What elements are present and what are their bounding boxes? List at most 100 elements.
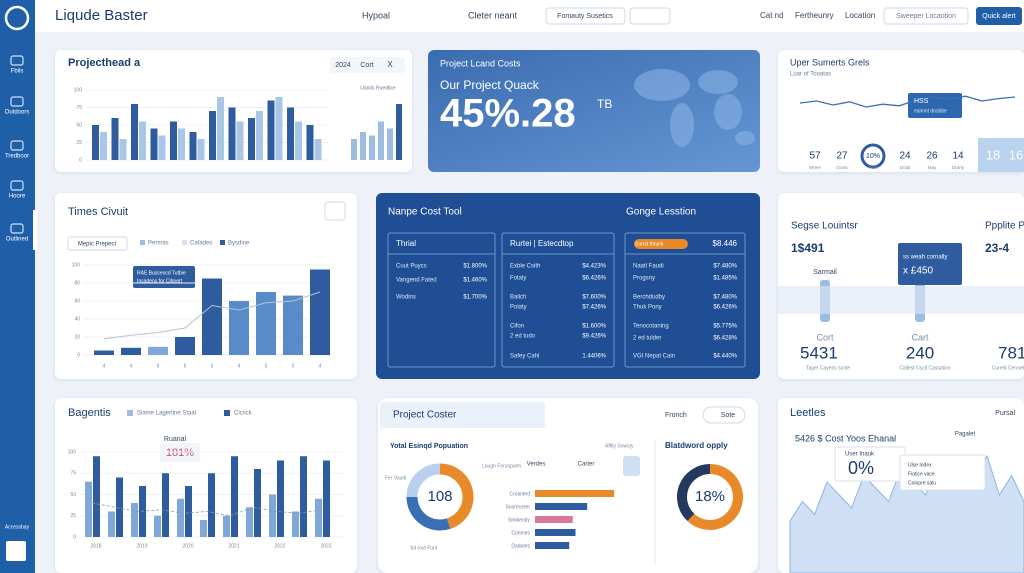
bar bbox=[535, 503, 588, 510]
x-tick-label: 2019 bbox=[136, 543, 147, 549]
row-label: Balich bbox=[510, 295, 526, 301]
stat-label: Fust bbox=[869, 165, 879, 170]
bar bbox=[295, 121, 302, 160]
tooltip-text: x £450 bbox=[903, 266, 933, 277]
bar bbox=[111, 118, 119, 160]
legend-swatch bbox=[220, 240, 225, 245]
bar bbox=[175, 337, 195, 355]
button[interactable] bbox=[67, 236, 128, 251]
card-title: Uper Sumerts Grels bbox=[790, 57, 870, 67]
nav-item: Hoore bbox=[9, 194, 26, 200]
bar bbox=[246, 507, 253, 537]
select[interactable] bbox=[702, 406, 746, 424]
line-series bbox=[103, 291, 321, 340]
row-value: $1.460% bbox=[463, 278, 487, 284]
bar bbox=[150, 128, 158, 160]
row-value: $7.480% bbox=[713, 264, 737, 270]
tooltip-text: Ulse Index bbox=[908, 462, 932, 468]
tooltip-text: Fiatice vace bbox=[908, 471, 935, 477]
header-bar bbox=[0, 0, 1024, 32]
bar bbox=[396, 104, 402, 160]
toolbar-buttons[interactable] bbox=[629, 7, 671, 25]
y-tick-label: 100 bbox=[68, 449, 77, 455]
highlight-pill bbox=[634, 239, 688, 249]
tile-value: 18 bbox=[986, 147, 1000, 162]
bar bbox=[85, 481, 92, 537]
tile-value: 16 bbox=[1009, 147, 1023, 162]
bar bbox=[236, 121, 244, 160]
amount: 23-4 bbox=[985, 241, 1009, 255]
row-value: $4.440% bbox=[713, 354, 737, 360]
donut-segment bbox=[439, 463, 474, 529]
nav-item: Outlined bbox=[6, 237, 28, 243]
tooltip-text: ss weah cornally bbox=[903, 255, 947, 261]
subtitle: 5426 $ Cost Yoos Ehanal bbox=[795, 433, 896, 443]
nav-icon[interactable] bbox=[10, 55, 24, 66]
dropdown-label: Fomauty Susetics bbox=[557, 13, 613, 20]
x-tick-label: 5 bbox=[265, 363, 268, 369]
bar-label: Coranted bbox=[509, 491, 530, 497]
stat-value: 10% bbox=[866, 153, 880, 160]
unit: TB bbox=[597, 97, 612, 111]
dropdown[interactable] bbox=[545, 7, 626, 25]
row-value: $1.700% bbox=[463, 295, 487, 301]
row-value: $1.485% bbox=[713, 276, 737, 282]
bar bbox=[535, 490, 615, 497]
row-value: $7.480% bbox=[713, 295, 737, 301]
x-tick-label: 2020 bbox=[182, 543, 193, 549]
tooltip-value: 0% bbox=[848, 458, 874, 478]
bar-label: Sosrecerer bbox=[506, 504, 531, 510]
alert-button[interactable] bbox=[976, 7, 1022, 25]
nav-icon[interactable] bbox=[10, 96, 24, 107]
card-title: Nanpe Cost Tool bbox=[388, 207, 462, 218]
legend-swatch bbox=[182, 240, 187, 245]
row-value: $5.775% bbox=[713, 324, 737, 330]
user-icon[interactable] bbox=[6, 541, 26, 561]
x-tick-label: 2018 bbox=[90, 543, 101, 549]
x-tick-label: 2023 bbox=[320, 543, 331, 549]
row-value: $4.423% bbox=[582, 264, 606, 270]
row-label: Vangend Fated bbox=[396, 278, 437, 284]
amount: 1$491 bbox=[791, 241, 825, 255]
note: Cureld Cerroelle bbox=[992, 365, 1024, 371]
nav-icon[interactable] bbox=[10, 180, 24, 191]
annotation: Fer Vaudi bbox=[385, 475, 406, 481]
nav-active bbox=[33, 210, 37, 250]
bar bbox=[92, 125, 99, 160]
tooltip-text: eaimnt dosbbe bbox=[914, 108, 947, 114]
sidebar-icons bbox=[6, 55, 26, 561]
nav-link: Cleter neant bbox=[468, 10, 518, 20]
bar bbox=[202, 278, 222, 355]
search-box[interactable] bbox=[883, 7, 969, 25]
tab-bar[interactable] bbox=[330, 57, 405, 73]
x-tick-label: 4 bbox=[319, 363, 322, 369]
x-tick-label: 4 bbox=[130, 363, 133, 369]
row-value: $6.428% bbox=[713, 336, 737, 342]
bar bbox=[116, 477, 123, 537]
y-tick-label: 25 bbox=[76, 140, 82, 146]
title-box bbox=[380, 402, 545, 428]
donut-segment bbox=[687, 464, 743, 530]
y-tick-label: 0 bbox=[79, 157, 82, 163]
label: Cart bbox=[911, 332, 929, 342]
home-button[interactable] bbox=[324, 201, 346, 221]
nav-link: Hypoal bbox=[362, 10, 390, 20]
legend-swatch bbox=[140, 240, 145, 245]
bar-label: Dadutes bbox=[511, 543, 530, 549]
legend-swatch bbox=[127, 410, 133, 416]
bar bbox=[254, 469, 261, 537]
panel-label: Uands Ruedtice bbox=[360, 85, 396, 91]
bar bbox=[228, 107, 236, 160]
card-title: Segse Louintsr bbox=[791, 221, 858, 232]
bar bbox=[323, 460, 330, 537]
x-tick-label: 5 bbox=[211, 363, 214, 369]
close-button: X bbox=[387, 60, 393, 69]
nav-icon[interactable] bbox=[10, 140, 24, 151]
label: Sarmail bbox=[813, 269, 837, 276]
nav-item: Outdoors bbox=[5, 110, 30, 116]
bar bbox=[248, 118, 255, 160]
card-title: Project Lcand Costs bbox=[440, 58, 521, 68]
nav-icon[interactable] bbox=[10, 223, 24, 234]
